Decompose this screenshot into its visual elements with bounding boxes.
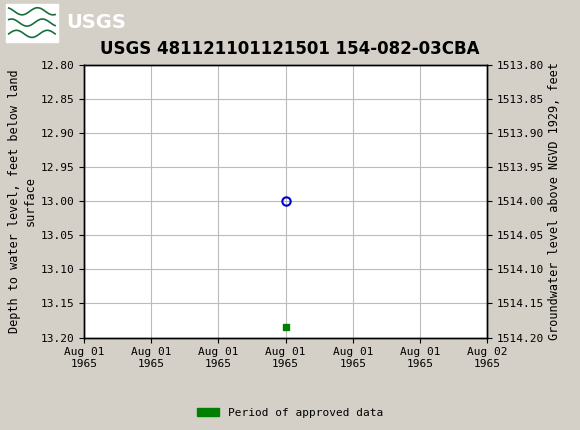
Legend: Period of approved data: Period of approved data xyxy=(193,403,387,422)
Text: USGS: USGS xyxy=(67,13,126,32)
Text: USGS 481121101121501 154-082-03CBA: USGS 481121101121501 154-082-03CBA xyxy=(100,40,480,58)
FancyBboxPatch shape xyxy=(6,3,58,42)
Y-axis label: Depth to water level, feet below land
surface: Depth to water level, feet below land su… xyxy=(9,69,37,333)
Y-axis label: Groundwater level above NGVD 1929, feet: Groundwater level above NGVD 1929, feet xyxy=(548,62,561,340)
